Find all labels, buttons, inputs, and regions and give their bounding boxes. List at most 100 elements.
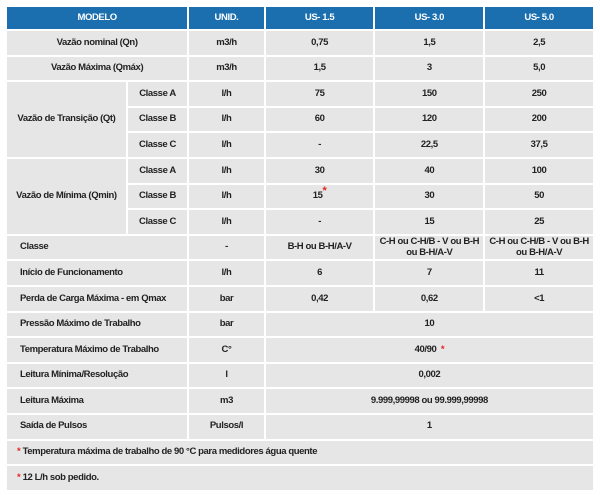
row-unit: m3/h (189, 56, 264, 81)
row-value: 150 (375, 82, 484, 106)
row-value: 0,75 (265, 31, 374, 55)
table-row: Leitura Mínima/Resolução l 0,002 (7, 363, 593, 388)
footnote-row: * 12 L/h sob pedido. (7, 466, 593, 490)
row-label: Perda de Carga Máxima - em Qmax (7, 286, 188, 311)
row-unit: l/h (189, 210, 264, 234)
row-classe: Classe C (127, 133, 188, 157)
row-value: B-H ou B-H/A-V (265, 235, 374, 260)
value-text: 15 (312, 190, 323, 202)
row-value: 3 (375, 56, 484, 81)
asterisk-icon: * (17, 446, 21, 458)
row-value: 100 (485, 158, 593, 183)
row-label: Leitura Mínima/Resolução (7, 363, 188, 388)
row-value: 50 (485, 184, 593, 209)
asterisk-icon: * (440, 343, 445, 355)
row-label: Leitura Máxima (7, 389, 188, 413)
row-value: 15 (375, 210, 484, 234)
row-unit: l/h (189, 133, 264, 157)
row-value: 0,62 (375, 286, 484, 311)
footnote-text: Temperatura máxima de trabalho de 90 °C … (22, 446, 318, 458)
group-label: Vazão de Mínima (Qmin) (7, 158, 126, 234)
table-row: Temperatura Máximo de Trabalho C° 40/90 * (7, 338, 593, 362)
specs-table: MODELO UNID. US- 1.5 US- 3.0 US- 5.0 Vazão no… (5, 5, 595, 492)
row-classe: Classe A (127, 82, 188, 106)
row-value: 75 (265, 82, 374, 106)
row-value: 9.999,99998 ou 99.999,99998 (265, 389, 593, 413)
row-value: 2,5 (485, 31, 593, 55)
header-model: US- 1.5 (265, 7, 374, 29)
row-classe: Classe A (127, 158, 188, 183)
row-label: Início de Funcionamento (7, 261, 188, 285)
row-unit: m3 (189, 389, 264, 413)
row-label: Temperatura Máximo de Trabalho (7, 338, 188, 362)
row-unit: Pulsos/l (189, 414, 264, 439)
table-row: Leitura Máxima m3 9.999,99998 ou 99.999,99… (7, 389, 593, 413)
row-unit: l/h (189, 107, 264, 132)
row-label: Vazão Máxima (Qmáx) (7, 56, 188, 81)
row-unit: l (189, 363, 264, 388)
footnote: * 12 L/h sob pedido. (7, 466, 593, 490)
row-unit: - (189, 235, 264, 260)
row-value: 5,0 (485, 56, 593, 81)
row-value: 0,002 (265, 363, 593, 388)
row-value: 200 (485, 107, 593, 132)
row-value: 25 (485, 210, 593, 234)
value-text: 40/90 (414, 343, 437, 355)
row-value: 60 (265, 107, 374, 132)
row-value: 7 (375, 261, 484, 285)
footnote-row: * Temperatura máxima de trabalho de 90 °… (7, 440, 593, 465)
row-value: C-H ou C-H/B - V ou B-H ou B-H/A-V (485, 235, 593, 260)
row-value: 0,42 (265, 286, 374, 311)
row-unit: l/h (189, 158, 264, 183)
table-row: Pressão Máximo de Trabalho bar 10 (7, 312, 593, 337)
row-value: 37,5 (485, 133, 593, 157)
table-row: Vazão nominal (Qn) m3/h 0,75 1,5 2,5 (7, 31, 593, 55)
row-value: 1,5 (265, 56, 374, 81)
group-label: Vazão de Transição (Qt) (7, 82, 126, 157)
row-label: Vazão nominal (Qn) (7, 31, 188, 55)
row-value: 10 (265, 312, 593, 337)
row-unit: l/h (189, 184, 264, 209)
row-label: Classe (7, 235, 188, 260)
row-value: <1 (485, 286, 593, 311)
footnote: * Temperatura máxima de trabalho de 90 °… (7, 440, 593, 465)
row-unit: bar (189, 312, 264, 337)
row-value: 1,5 (375, 31, 484, 55)
header-unid: UNID. (189, 7, 264, 29)
row-value: 30 (375, 184, 484, 209)
row-unit: m3/h (189, 31, 264, 55)
row-value: 1 (265, 414, 593, 439)
table-row: Vazão Máxima (Qmáx) m3/h 1,5 3 5,0 (7, 56, 593, 81)
row-classe: Classe C (127, 210, 188, 234)
header-model: US- 5.0 (485, 7, 593, 29)
row-value: 40 (375, 158, 484, 183)
row-label: Pressão Máximo de Trabalho (7, 312, 188, 337)
row-value: 22,5 (375, 133, 484, 157)
header-model: US- 3.0 (375, 7, 484, 29)
table-row: Perda de Carga Máxima - em Qmax bar 0,42 0,… (7, 286, 593, 311)
row-value: 6 (265, 261, 374, 285)
row-value: 120 (375, 107, 484, 132)
table-row: Início de Funcionamento l/h 6 7 11 (7, 261, 593, 285)
row-value: - (265, 133, 374, 157)
header-row: MODELO UNID. US- 1.5 US- 3.0 US- 5.0 (7, 7, 593, 29)
table-row: Classe - B-H ou B-H/A-V C-H ou C-H/B - V ou… (7, 235, 593, 260)
row-classe: Classe B (127, 107, 188, 132)
row-unit: C° (189, 338, 264, 362)
row-classe: Classe B (127, 184, 188, 209)
row-value: 40/90 * (265, 338, 593, 362)
asterisk-icon: * (17, 471, 21, 483)
header-modelo: MODELO (7, 7, 188, 29)
row-value: 30 (265, 158, 374, 183)
footnote-text: 12 L/h sob pedido. (22, 471, 100, 483)
row-value: - (265, 210, 374, 234)
row-unit: l/h (189, 261, 264, 285)
row-value: 250 (485, 82, 593, 106)
row-label: Saída de Pulsos (7, 414, 188, 439)
